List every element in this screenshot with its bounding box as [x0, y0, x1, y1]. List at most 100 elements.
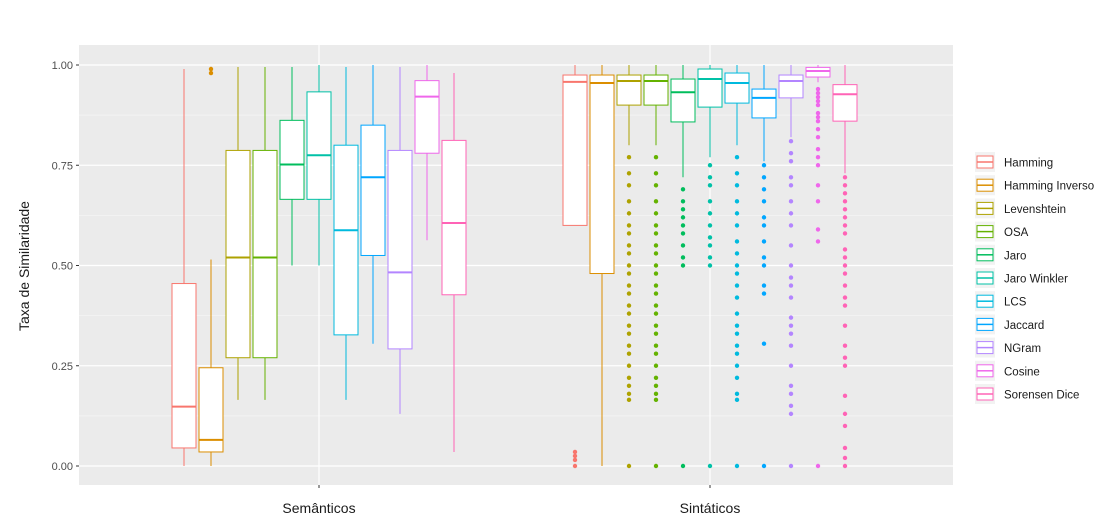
- outlier-point: [626, 223, 632, 228]
- outlier-point: [626, 231, 632, 236]
- outlier-point: [626, 375, 632, 380]
- outlier-point: [761, 291, 767, 296]
- box-iqr: [778, 74, 804, 99]
- outlier-point: [842, 295, 848, 300]
- outlier-point: [734, 223, 740, 228]
- box-iqr: [832, 84, 858, 122]
- outlier-point: [761, 463, 767, 469]
- outlier-point: [626, 463, 632, 469]
- outlier-point: [707, 223, 713, 228]
- box-iqr: [805, 66, 831, 78]
- outlier-point: [842, 423, 848, 429]
- outlier-point: [626, 291, 632, 296]
- outlier-point: [815, 94, 821, 100]
- outlier-point: [707, 255, 713, 260]
- outlier-point: [626, 323, 632, 328]
- outlier-point: [734, 239, 740, 244]
- outlier-point: [788, 403, 794, 409]
- outlier-point: [626, 343, 632, 348]
- outlier-point: [815, 463, 821, 469]
- outlier-point: [815, 147, 821, 152]
- outlier-point: [680, 207, 686, 212]
- outlier-point: [680, 231, 686, 236]
- outlier-point: [842, 463, 848, 469]
- outlier-point: [788, 199, 794, 204]
- outlier-point: [626, 391, 632, 397]
- legend-label: LCS: [1004, 297, 1027, 309]
- outlier-point: [653, 331, 659, 336]
- outlier-point: [761, 283, 767, 288]
- box-iqr: [279, 119, 305, 200]
- legend-item: Jaro: [975, 244, 1026, 265]
- outlier-point: [842, 175, 848, 180]
- box-series: [171, 65, 858, 469]
- outlier-point: [626, 311, 632, 316]
- outlier-point: [734, 351, 740, 356]
- outlier-point: [707, 243, 713, 248]
- outlier-point: [734, 155, 740, 160]
- outlier-point: [815, 134, 821, 140]
- box-jaro-winkler: [697, 65, 723, 469]
- outlier-point: [815, 90, 821, 96]
- outlier-point: [626, 211, 632, 216]
- outlier-point: [761, 255, 767, 260]
- legend-label: Hamming: [1004, 158, 1053, 170]
- outlier-point: [788, 211, 794, 216]
- outlier-point: [842, 323, 848, 328]
- box-iqr: [225, 149, 251, 359]
- x-tick-label: Semânticos: [282, 500, 355, 516]
- outlier-point: [707, 183, 713, 188]
- box-cosine: [414, 65, 440, 241]
- legend-item: Cosine: [975, 360, 1040, 381]
- legend-item: Jaccard: [975, 314, 1044, 335]
- outlier-point: [788, 138, 794, 144]
- outlier-point: [680, 243, 686, 248]
- outlier-point: [734, 251, 740, 256]
- y-tick-label: 0.75: [52, 160, 73, 172]
- box-iqr: [697, 68, 723, 108]
- box-hamming: [171, 69, 197, 466]
- outlier-point: [815, 155, 821, 160]
- legend-label: Sorensen Dice: [1004, 390, 1079, 402]
- outlier-point: [572, 453, 578, 459]
- outlier-point: [788, 263, 794, 268]
- outlier-point: [653, 283, 659, 288]
- outlier-point: [653, 397, 659, 403]
- legend-label: NGram: [1004, 343, 1041, 355]
- box-jaro-winkler: [306, 65, 332, 266]
- outlier-point: [653, 463, 659, 469]
- box-lcs: [724, 65, 750, 469]
- outlier-point: [572, 463, 578, 469]
- outlier-point: [842, 191, 848, 196]
- outlier-point: [653, 363, 659, 368]
- outlier-point: [734, 311, 740, 316]
- box-iqr: [414, 80, 440, 154]
- outlier-point: [734, 263, 740, 268]
- outlier-point: [788, 331, 794, 336]
- outlier-point: [707, 163, 713, 168]
- outlier-point: [815, 98, 821, 104]
- outlier-point: [653, 251, 659, 256]
- box-levenshtein: [616, 65, 642, 469]
- outlier-point: [734, 391, 740, 397]
- box-hamming: [562, 65, 588, 469]
- legend-label: Levenshtein: [1004, 204, 1066, 216]
- legend-label: Jaccard: [1004, 320, 1044, 332]
- box-osa: [252, 67, 278, 400]
- outlier-point: [653, 391, 659, 397]
- outlier-point: [734, 323, 740, 328]
- box-levenshtein: [225, 67, 251, 400]
- y-tick-label: 0.25: [52, 361, 73, 373]
- outlier-point: [572, 457, 578, 463]
- outlier-point: [680, 263, 686, 268]
- outlier-point: [788, 275, 794, 280]
- outlier-point: [734, 375, 740, 380]
- outlier-point: [842, 255, 848, 260]
- outlier-point: [842, 183, 848, 188]
- outlier-point: [734, 183, 740, 188]
- outlier-point: [815, 227, 821, 232]
- outlier-point: [842, 355, 848, 360]
- outlier-point: [842, 263, 848, 268]
- outlier-point: [653, 291, 659, 296]
